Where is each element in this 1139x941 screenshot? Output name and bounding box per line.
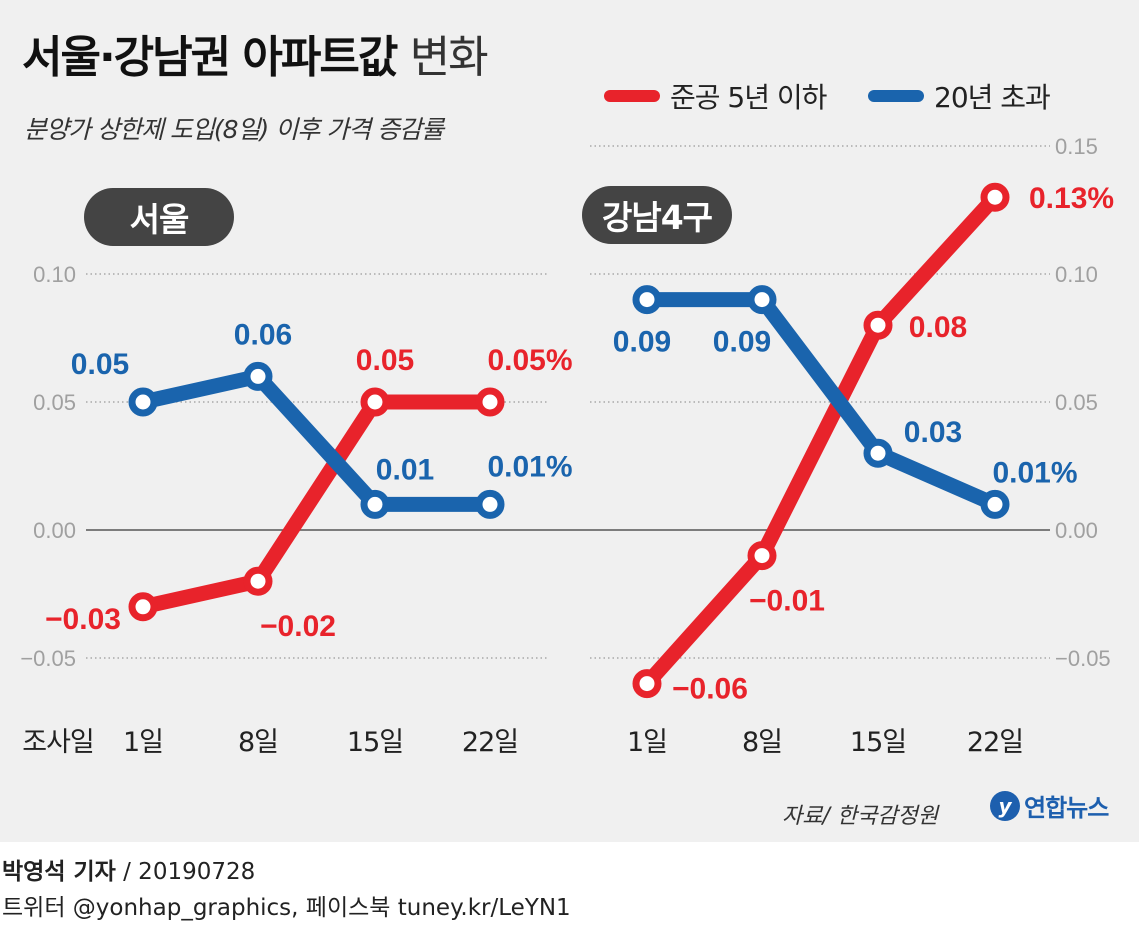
data-label: 0.01% — [487, 450, 572, 483]
data-point — [632, 285, 662, 315]
x-tick-label: 1일 — [627, 727, 667, 758]
data-point — [980, 182, 1010, 212]
data-label: 0.01 — [376, 453, 434, 486]
data-point — [863, 310, 893, 340]
data-label: 0.09 — [713, 326, 771, 359]
yonhap-logo-icon: y — [990, 790, 1020, 821]
page-subtitle: 분양가 상한제 도입(8일) 이후 가격 증감률 — [24, 115, 444, 144]
data-label: −0.06 — [672, 673, 748, 706]
title-light: 변화 — [409, 32, 489, 83]
author-name: 박영석 기자 — [2, 859, 116, 885]
y-tick-label: 0.10 — [1055, 262, 1098, 287]
data-label: −0.03 — [45, 603, 121, 636]
data-label: −0.02 — [260, 610, 336, 643]
data-label: 0.08 — [909, 311, 967, 344]
source-note: 자료/ 한국감정원 — [782, 804, 939, 829]
series-line — [639, 292, 1003, 512]
page-title: 서울·강남권 아파트값 변화 — [22, 36, 489, 80]
panel-title-gangnam: 강남4구 — [582, 186, 732, 244]
y-tick-label: 0.00 — [1055, 518, 1098, 543]
data-label: 0.01% — [992, 456, 1077, 489]
series-line — [639, 189, 1003, 692]
data-label: 0.05% — [487, 344, 572, 377]
brand-logo: y 연합뉴스 — [990, 788, 1109, 823]
data-point — [475, 387, 505, 417]
y-tick-label: −0.05 — [20, 646, 76, 671]
data-label: 0.05 — [356, 344, 414, 377]
panel-title-seoul: 서울 — [84, 188, 234, 246]
data-point — [360, 387, 390, 417]
legend-item-old: 20년 초과 — [868, 76, 1051, 116]
byline: 박영석 기자 / 20190728 — [2, 852, 255, 886]
data-point — [632, 669, 662, 699]
series-line — [135, 368, 498, 512]
data-point — [475, 489, 505, 519]
legend-swatch-blue — [868, 90, 924, 102]
data-point — [128, 387, 158, 417]
data-point — [747, 285, 777, 315]
x-tick-label: 8일 — [742, 727, 782, 758]
title-bold: 서울·강남권 아파트값 — [22, 32, 398, 83]
brand-name: 연합뉴스 — [1024, 794, 1109, 822]
x-tick-label: 15일 — [347, 727, 403, 758]
line-chart: 0.10 0.05 0.00 −0.05 1일 8일 15일 22일 −0.03 −0.02 0.0… — [20, 134, 1114, 758]
y-tick-label: 0.15 — [1055, 134, 1098, 159]
data-point — [360, 489, 390, 519]
x-tick-label: 8일 — [238, 727, 278, 758]
data-label: 0.06 — [234, 318, 292, 351]
data-point — [243, 361, 273, 391]
data-point — [243, 566, 273, 596]
legend-item-new: 준공 5년 이하 — [604, 76, 827, 116]
y-tick-label: 0.10 — [33, 262, 76, 287]
data-label: 0.13% — [1029, 182, 1114, 215]
data-point — [980, 489, 1010, 519]
x-axis-title: 조사일 — [22, 727, 94, 758]
sns-links: 트위터 @yonhap_graphics, 페이스북 tuney.kr/LeYN… — [2, 895, 571, 921]
data-point — [128, 592, 158, 622]
x-tick-label: 22일 — [462, 727, 518, 758]
data-point — [747, 541, 777, 571]
x-tick-label: 1일 — [123, 727, 163, 758]
legend-swatch-red — [604, 90, 660, 102]
data-label: 0.03 — [904, 416, 962, 449]
legend-label-old: 20년 초과 — [934, 81, 1051, 114]
y-tick-label: −0.05 — [1055, 646, 1111, 671]
data-label: −0.01 — [749, 585, 825, 618]
data-label: 0.09 — [613, 326, 671, 359]
data-label: 0.05 — [71, 348, 129, 381]
y-tick-label: 0.05 — [1055, 390, 1098, 415]
legend-label-new: 준공 5년 이하 — [670, 81, 827, 114]
chart-panel: 서울·강남권 아파트값 변화 분양가 상한제 도입(8일) 이후 가격 증감률 … — [0, 0, 1139, 842]
x-tick-label: 15일 — [850, 727, 906, 758]
y-tick-label: 0.00 — [33, 518, 76, 543]
data-point — [863, 438, 893, 468]
x-tick-label: 22일 — [967, 727, 1023, 758]
publish-date: / 20190728 — [115, 859, 256, 885]
y-tick-label: 0.05 — [33, 390, 76, 415]
series-line — [135, 394, 498, 615]
